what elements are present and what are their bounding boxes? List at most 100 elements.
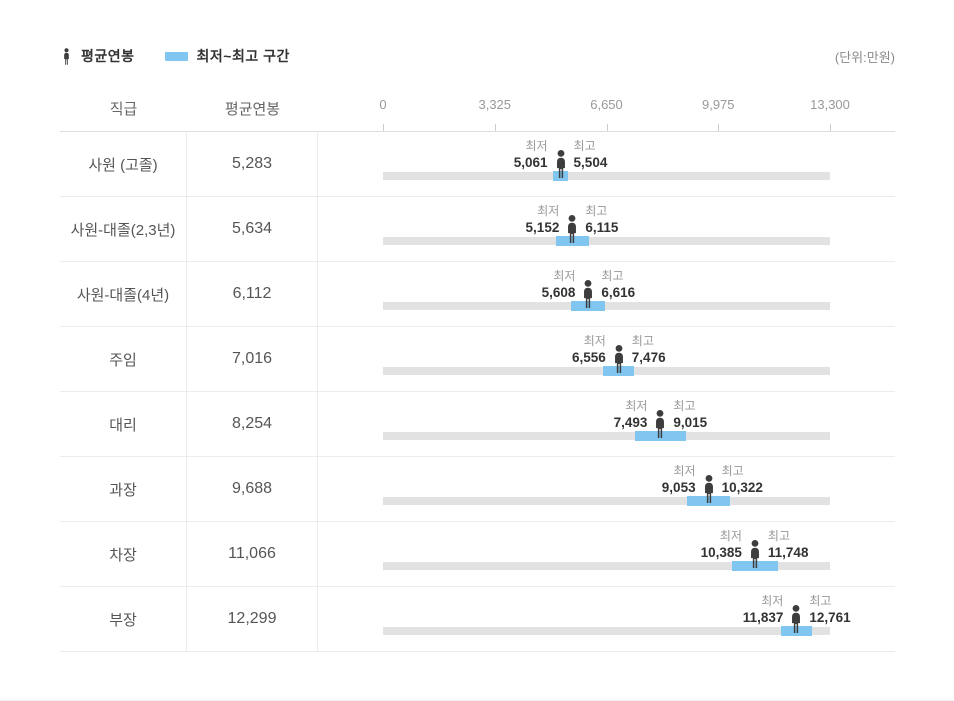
max-value: 6,115 xyxy=(585,220,619,235)
row-position-label: 사원 (고졸) xyxy=(60,132,187,196)
row-avg-salary-value: 8,254 xyxy=(187,392,318,456)
axis-tick-label: 9,975 xyxy=(701,97,735,112)
row-chart-cell: 최저 7,493 최고 9,015 xyxy=(318,392,895,456)
min-annotation: 최저 5,061 xyxy=(514,139,548,171)
row-chart-cell: 최저 11,837 최고 12,761 xyxy=(318,587,895,651)
row-position-label: 사원-대졸(2,3년) xyxy=(60,197,187,261)
min-label: 최저 xyxy=(583,334,606,348)
column-header-avg-salary: 평균연봉 xyxy=(224,101,281,118)
row-position-label: 부장 xyxy=(60,587,187,651)
min-value: 9,053 xyxy=(661,480,696,495)
max-value: 9,015 xyxy=(673,415,708,430)
min-annotation: 최저 10,385 xyxy=(701,529,742,561)
salary-range-bar xyxy=(687,496,730,506)
min-annotation: 최저 5,608 xyxy=(542,269,576,301)
min-value: 6,556 xyxy=(572,350,606,365)
min-label: 최저 xyxy=(553,269,576,283)
row-chart-cell: 최저 5,061 최고 5,504 xyxy=(318,132,895,196)
min-value: 5,152 xyxy=(525,220,560,235)
legend-item-average: 평균연봉 xyxy=(60,46,135,66)
row-position-label: 사원-대졸(4년) xyxy=(60,262,187,326)
table-row: 주임 7,016 최저 6,556 최고 7,476 xyxy=(60,327,895,392)
table-row: 차장 11,066 최저 10,385 최고 11,748 xyxy=(60,522,895,587)
row-avg-salary-value: 6,112 xyxy=(187,262,318,326)
max-label: 최고 xyxy=(673,399,696,413)
salary-track-bar xyxy=(383,172,830,180)
salary-table: 직급 평균연봉 0 3,325 6,650 9,975 13,300 사원 (고졸) 5… xyxy=(60,95,895,652)
salary-range-bar xyxy=(556,236,589,246)
row-chart-cell: 최저 10,385 최고 11,748 xyxy=(318,522,895,586)
row-plot-area: 최저 6,556 최고 7,476 xyxy=(383,327,830,391)
salary-track-bar xyxy=(383,562,830,570)
axis-tick-mark xyxy=(718,124,720,131)
salary-track-bar xyxy=(383,302,830,310)
row-avg-salary-value: 7,016 xyxy=(187,327,318,391)
max-label: 최고 xyxy=(585,204,608,218)
row-chart-cell: 최저 5,608 최고 6,616 xyxy=(318,262,895,326)
row-position-label: 주임 xyxy=(60,327,187,391)
row-position-label: 과장 xyxy=(60,457,187,521)
max-annotation: 최고 12,761 xyxy=(809,594,850,626)
axis-tick-label: 0 xyxy=(379,97,387,112)
table-row: 사원-대졸(4년) 6,112 최저 5,608 최고 6,616 xyxy=(60,262,895,327)
legend-average-label: 평균연봉 xyxy=(81,48,135,64)
min-value: 5,061 xyxy=(513,155,548,170)
max-label: 최고 xyxy=(601,269,624,283)
max-annotation: 최고 9,015 xyxy=(673,399,707,431)
min-annotation: 최저 7,493 xyxy=(614,399,648,431)
legend-item-range: 최저~최고 구간 xyxy=(164,46,290,66)
max-annotation: 최고 10,322 xyxy=(722,464,763,496)
row-plot-area: 최저 10,385 최고 11,748 xyxy=(383,522,830,586)
min-value: 5,608 xyxy=(541,285,576,300)
row-position-label: 차장 xyxy=(60,522,187,586)
salary-range-bar xyxy=(603,366,635,376)
min-annotation: 최저 11,837 xyxy=(743,594,784,626)
table-body: 사원 (고졸) 5,283 최저 5,061 최고 5,504 xyxy=(60,132,895,652)
min-annotation: 최저 6,556 xyxy=(572,334,606,366)
max-annotation: 최고 5,504 xyxy=(574,139,608,171)
max-label: 최고 xyxy=(809,594,832,608)
min-value: 7,493 xyxy=(613,415,648,430)
max-value: 7,476 xyxy=(631,350,666,365)
row-plot-area: 최저 5,152 최고 6,115 xyxy=(383,197,830,261)
axis-tick-mark xyxy=(494,124,496,131)
column-header-chart: 0 3,325 6,650 9,975 13,300 xyxy=(318,95,895,131)
min-annotation: 최저 9,053 xyxy=(662,464,696,496)
salary-range-bar xyxy=(553,171,568,181)
unit-note: (단위:만원) xyxy=(834,49,895,65)
max-label: 최고 xyxy=(631,334,654,348)
row-avg-salary-value: 12,299 xyxy=(187,587,318,651)
row-plot-area: 최저 7,493 최고 9,015 xyxy=(383,392,830,456)
max-value: 12,761 xyxy=(809,610,851,625)
row-plot-area: 최저 5,608 최고 6,616 xyxy=(383,262,830,326)
row-chart-cell: 최저 5,152 최고 6,115 xyxy=(318,197,895,261)
max-value: 5,504 xyxy=(573,155,608,170)
row-plot-area: 최저 11,837 최고 12,761 xyxy=(383,587,851,651)
table-header: 직급 평균연봉 0 3,325 6,650 9,975 13,300 xyxy=(60,95,895,132)
max-value: 6,616 xyxy=(601,285,636,300)
avg-person-icon xyxy=(700,474,718,504)
column-header-position: 직급 xyxy=(109,101,138,118)
row-plot-area: 최저 5,061 최고 5,504 xyxy=(383,132,830,196)
max-annotation: 최고 7,476 xyxy=(632,334,666,366)
max-annotation: 최고 6,616 xyxy=(601,269,635,301)
table-row: 부장 12,299 최저 11,837 최고 12,761 xyxy=(60,587,895,652)
axis-tick-label: 13,300 xyxy=(810,97,850,112)
x-axis: 0 3,325 6,650 9,975 13,300 xyxy=(379,95,850,131)
max-label: 최고 xyxy=(721,464,744,478)
salary-range-bar xyxy=(732,561,778,571)
min-label: 최저 xyxy=(719,529,742,543)
avg-person-icon xyxy=(552,149,570,179)
avg-person-icon xyxy=(610,344,628,374)
avg-person-icon xyxy=(563,214,581,244)
row-avg-salary-value: 9,688 xyxy=(187,457,318,521)
min-label: 최저 xyxy=(761,594,784,608)
max-label: 최고 xyxy=(573,139,596,153)
salary-track-bar xyxy=(383,432,830,440)
row-avg-salary-value: 5,283 xyxy=(187,132,318,196)
range-swatch xyxy=(164,51,188,61)
row-chart-cell: 최저 9,053 최고 10,322 xyxy=(318,457,895,521)
row-avg-salary-value: 5,634 xyxy=(187,197,318,261)
axis-tick-label: 3,325 xyxy=(478,97,512,112)
min-annotation: 최저 5,152 xyxy=(526,204,560,236)
